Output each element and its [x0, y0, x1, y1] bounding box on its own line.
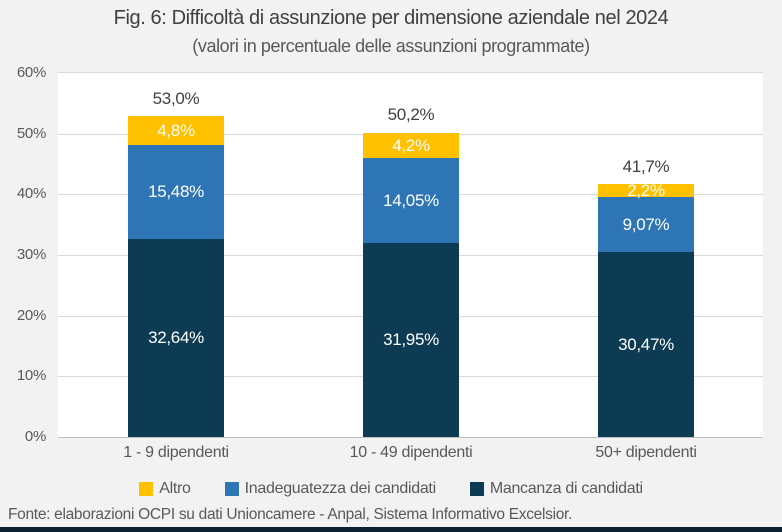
bar-segment-label: 30,47%: [618, 334, 674, 354]
bar-segment: 32,64%: [128, 239, 224, 437]
legend-swatch-icon: [469, 482, 484, 496]
bar-total-label: 53,0%: [152, 89, 200, 108]
bar-segment-label: 31,95%: [383, 330, 439, 349]
legend: Altro Inadeguatezza dei candidati Mancanza…: [0, 480, 782, 498]
bar-segment-label: 9,07%: [622, 214, 670, 234]
bar-segment: 2,2%: [598, 181, 694, 200]
bar-total-label: 41,7%: [622, 157, 670, 176]
bar-segment: 15,48%: [128, 145, 224, 239]
legend-item: Inadeguatezza dei candidati: [224, 480, 436, 498]
chart-subtitle: (valori in percentuale delle assunzioni …: [192, 36, 590, 56]
legend-label: Altro: [159, 480, 191, 497]
bar-segment: 4,2%: [363, 133, 459, 158]
bar-segment-label: 4,8%: [157, 120, 195, 140]
bar-segment-label: 14,05%: [383, 190, 439, 210]
plot-area: 32,64% 15,48% 4,8% 53,0% 31,95% 14,05% 4,2% 50,…: [58, 72, 763, 438]
bar-segment: 9,07%: [598, 197, 694, 252]
source-note: Fonte: elaborazioni OCPI su dati Unionca…: [8, 506, 573, 523]
x-axis-label: 50+ dipendenti: [595, 444, 697, 461]
legend-item: Mancanza di candidati: [469, 480, 643, 498]
bar-segment: 14,05%: [363, 158, 459, 243]
x-axis-line: [58, 437, 763, 438]
legend-label: Inadeguatezza dei candidati: [244, 480, 436, 497]
legend-swatch-icon: [139, 482, 154, 496]
x-axis-label: 1 - 9 dipendenti: [123, 444, 229, 461]
y-tick-label: 10%: [16, 367, 46, 385]
bar-segment-label: 4,2%: [392, 135, 430, 155]
bar-segment-label: 32,64%: [148, 328, 204, 347]
y-tick-label: 40%: [16, 185, 46, 203]
bar-total-label: 50,2%: [387, 105, 435, 124]
bar-segment: 31,95%: [363, 243, 459, 437]
chart-title: Fig. 6: Difficoltà di assunzione per dim…: [113, 7, 669, 29]
bar-segment-label: 2,2%: [627, 180, 665, 200]
bottom-border: [0, 527, 782, 532]
legend-item: Altro: [139, 480, 191, 498]
y-tick-label: 20%: [16, 306, 46, 324]
y-tick-label: 0%: [24, 428, 46, 445]
x-axis-label: 10 - 49 dipendenti: [349, 444, 473, 461]
bar-segment-label: 15,48%: [148, 182, 204, 201]
y-tick-label: 30%: [16, 246, 46, 263]
y-tick-label: 50%: [16, 124, 46, 142]
y-tick-label: 60%: [16, 64, 46, 81]
bar-segment: 4,8%: [128, 116, 224, 145]
bar-segment: 30,47%: [598, 252, 694, 437]
gridline: [58, 72, 763, 73]
legend-swatch-icon: [224, 482, 239, 496]
legend-label: Mancanza di candidati: [489, 480, 643, 497]
